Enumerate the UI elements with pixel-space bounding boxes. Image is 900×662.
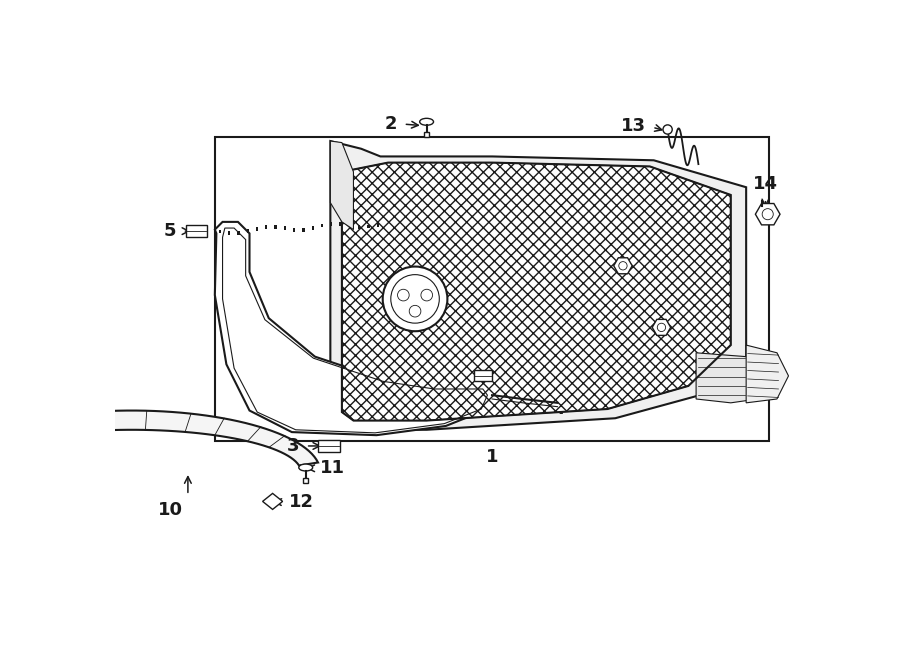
- Polygon shape: [696, 353, 773, 403]
- Bar: [311, 226, 314, 230]
- Circle shape: [663, 125, 672, 134]
- Bar: [367, 224, 370, 228]
- Circle shape: [410, 305, 421, 317]
- Text: 5: 5: [164, 222, 176, 240]
- Circle shape: [619, 261, 627, 270]
- Text: 1: 1: [486, 448, 499, 466]
- Ellipse shape: [299, 464, 312, 471]
- Text: 6: 6: [655, 285, 668, 303]
- Bar: [303, 478, 309, 483]
- Polygon shape: [263, 493, 283, 509]
- Bar: [339, 222, 342, 226]
- Bar: [424, 132, 429, 137]
- Text: 4: 4: [552, 400, 564, 418]
- FancyBboxPatch shape: [473, 371, 492, 381]
- Bar: [266, 225, 267, 229]
- Polygon shape: [215, 222, 492, 435]
- Polygon shape: [342, 163, 731, 420]
- Text: 11: 11: [320, 459, 345, 477]
- Bar: [358, 224, 360, 228]
- Bar: [320, 224, 323, 228]
- FancyBboxPatch shape: [185, 225, 207, 238]
- Bar: [293, 228, 295, 232]
- Circle shape: [391, 275, 439, 323]
- Polygon shape: [755, 203, 780, 225]
- Circle shape: [762, 209, 773, 220]
- Circle shape: [382, 267, 447, 331]
- Circle shape: [421, 289, 433, 301]
- Bar: [274, 225, 276, 229]
- Text: 2: 2: [385, 115, 397, 133]
- Bar: [219, 230, 221, 234]
- Bar: [348, 223, 351, 227]
- Polygon shape: [746, 345, 788, 403]
- Text: 14: 14: [753, 175, 778, 193]
- Text: 7: 7: [446, 369, 459, 387]
- Circle shape: [657, 323, 666, 332]
- Polygon shape: [0, 410, 318, 465]
- Polygon shape: [614, 258, 632, 274]
- Bar: [284, 226, 286, 230]
- Text: 3: 3: [287, 437, 300, 455]
- FancyBboxPatch shape: [318, 440, 339, 452]
- Bar: [256, 227, 258, 230]
- Polygon shape: [330, 141, 746, 430]
- Bar: [228, 231, 230, 235]
- Text: 12: 12: [289, 493, 314, 511]
- Polygon shape: [652, 319, 670, 336]
- Circle shape: [398, 289, 410, 301]
- Text: 13: 13: [621, 117, 646, 134]
- Bar: [247, 229, 249, 233]
- Text: 9: 9: [616, 226, 629, 244]
- Text: 8: 8: [372, 318, 384, 336]
- Text: 10: 10: [158, 501, 183, 520]
- Bar: [330, 222, 332, 226]
- Bar: [238, 231, 239, 235]
- Bar: [376, 223, 379, 226]
- Ellipse shape: [419, 118, 434, 125]
- Bar: [302, 228, 304, 232]
- Polygon shape: [330, 141, 354, 230]
